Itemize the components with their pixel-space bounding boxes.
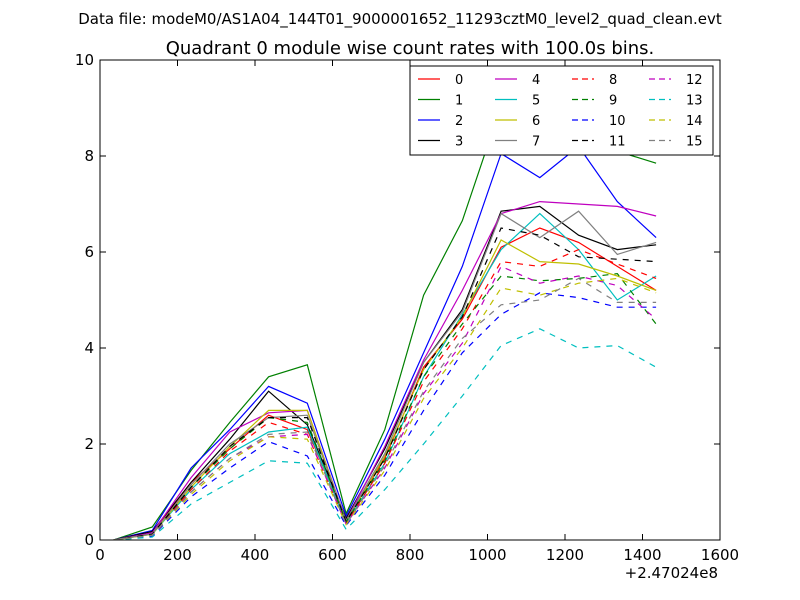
x-tick-label: 1400 (623, 546, 661, 564)
x-tick-label: 800 (396, 546, 425, 564)
legend-label-7: 7 (532, 135, 540, 150)
series-line-4 (113, 200, 657, 540)
y-tick-label: 8 (84, 147, 94, 165)
legend-label-12: 12 (686, 73, 703, 88)
series-line-11 (113, 227, 657, 540)
series-line-15 (113, 277, 657, 540)
legend-label-2: 2 (455, 114, 463, 129)
legend-label-4: 4 (532, 73, 540, 88)
legend-label-8: 8 (609, 73, 617, 88)
series-line-8 (113, 248, 657, 540)
series-line-6 (113, 239, 657, 540)
x-axis-offset-label: +2.47024e8 (625, 564, 718, 582)
x-tick-label: 600 (318, 546, 347, 564)
legend-label-13: 13 (686, 94, 703, 109)
legend-label-10: 10 (609, 114, 626, 129)
y-tick-label: 6 (84, 243, 94, 261)
x-tick-label: 0 (95, 546, 105, 564)
series-line-13 (113, 328, 657, 540)
legend-label-6: 6 (532, 114, 540, 129)
x-tick-label: 1200 (546, 546, 584, 564)
series-line-12 (113, 265, 657, 540)
legend-label-1: 1 (455, 94, 463, 109)
legend-label-11: 11 (609, 135, 626, 150)
plot-frame (99, 59, 721, 541)
x-tick-label: 1600 (701, 546, 739, 564)
legend-label-3: 3 (455, 135, 463, 150)
series-line-7 (113, 210, 657, 540)
series-line-10 (113, 292, 657, 540)
series-line-14 (113, 277, 657, 540)
chart-title: Quadrant 0 module wise count rates with … (166, 38, 655, 59)
series-line-2 (113, 145, 657, 540)
series-line-9 (113, 272, 657, 540)
x-tick-label: 1000 (468, 546, 506, 564)
legend-label-5: 5 (532, 94, 540, 109)
series-line-3 (113, 205, 657, 540)
y-tick-label: 10 (75, 51, 94, 69)
y-tick-label: 4 (84, 339, 94, 357)
legend-label-14: 14 (686, 114, 703, 129)
legend-label-0: 0 (455, 73, 463, 88)
series-layer (113, 104, 657, 540)
x-tick-label: 400 (241, 546, 270, 564)
legend-label-9: 9 (609, 94, 617, 109)
x-tick-label: 200 (163, 546, 192, 564)
y-tick-label: 0 (84, 531, 94, 549)
y-tick-label: 2 (84, 435, 94, 453)
legend-label-15: 15 (686, 135, 703, 150)
figure-suptitle: Data file: modeM0/AS1A04_144T01_90000016… (78, 10, 722, 29)
